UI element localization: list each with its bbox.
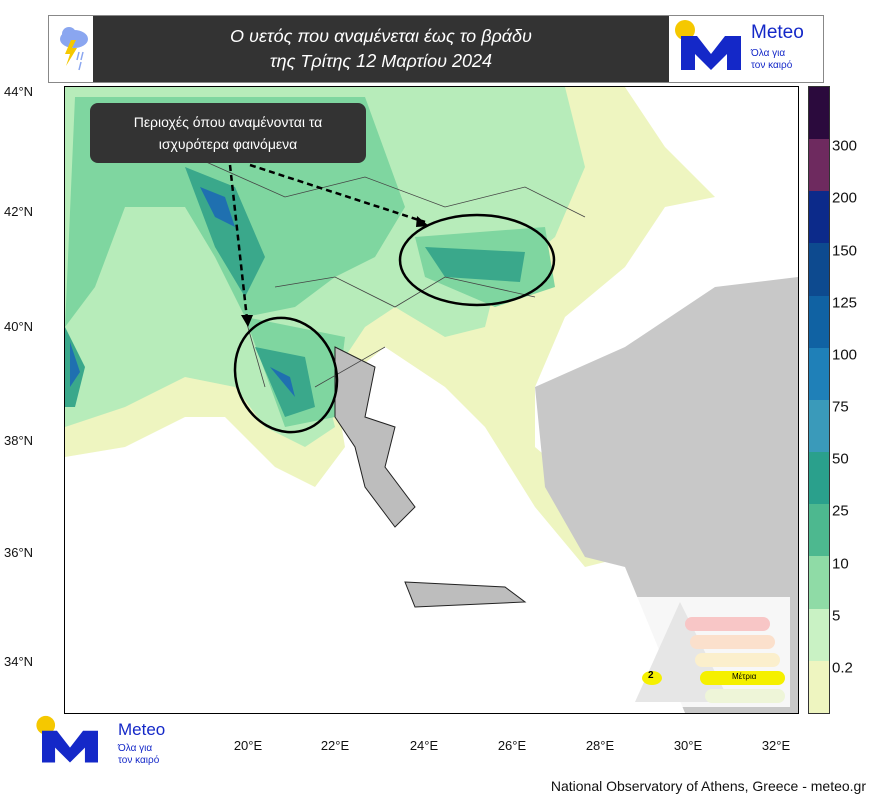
header: Ο υετός που αναμένεται έως το βράδυ της … <box>48 15 824 83</box>
lon-label: 30°E <box>673 738 703 753</box>
colorbar-tick-label: 100 <box>832 346 858 364</box>
colorbar-tick-label: 50 <box>832 450 849 468</box>
logo-name: Meteo <box>118 720 166 739</box>
title-banner: Ο υετός που αναμένεται έως το βράδυ της … <box>93 16 669 82</box>
lat-label: 44°N <box>4 84 34 99</box>
colorbar-segment <box>809 608 829 661</box>
lat-label: 34°N <box>4 654 34 669</box>
colorbar-tick-label: 75 <box>832 398 849 416</box>
colorbar-segment <box>809 660 829 713</box>
active-severity-level: 2 <box>648 670 654 681</box>
callout-arrows <box>228 163 426 320</box>
colorbar-tick-label: 5 <box>832 607 841 625</box>
colorbar-segment <box>809 191 829 244</box>
lon-label: 28°E <box>585 738 615 753</box>
colorbar-segment <box>809 295 829 348</box>
highlight-ellipse-thrace <box>398 213 556 307</box>
title-line-2: της Τρίτης 12 Μαρτίου 2024 <box>269 51 493 71</box>
land-rain-25 <box>65 97 555 427</box>
logo-tagline-2: τον καιρό <box>751 60 793 71</box>
colorbar <box>808 86 830 714</box>
lat-label: 38°N <box>4 433 34 448</box>
lon-label: 22°E <box>320 738 350 753</box>
active-severity-label: Μέτρια <box>732 672 757 681</box>
colorbar-tick-label: 200 <box>832 189 858 207</box>
colorbar-segment <box>809 347 829 400</box>
meteo-logo-mark <box>36 715 98 763</box>
highlight-ellipse-epirus <box>233 316 339 434</box>
meteo-logo-bottom: Meteo Όλα για τον καιρό <box>30 714 180 774</box>
meteo-logo-mark <box>675 20 741 70</box>
colorbar-segment <box>809 452 829 505</box>
title-line-1: Ο υετός που αναμένεται έως το βράδυ <box>230 26 532 46</box>
colorbar-segment <box>809 139 829 192</box>
colorbar-segment <box>809 556 829 609</box>
severity-legend: 2 Μέτρια <box>630 597 790 707</box>
colorbar-tick-label: 125 <box>832 294 858 312</box>
lat-label: 40°N <box>4 319 34 334</box>
colorbar-tick-label: 150 <box>832 242 858 259</box>
callout-line-1: Περιοχές όπου αναμένονται τα <box>133 114 323 130</box>
lon-label: 32°E <box>761 738 791 753</box>
arrow-head-2 <box>416 216 429 227</box>
map-area: 2 Μέτρια <box>64 86 799 714</box>
severity-pyramid-icon <box>635 602 785 703</box>
lat-label: 42°N <box>4 204 34 219</box>
colorbar-segment <box>809 243 829 296</box>
greece-no-data <box>334 346 527 608</box>
colorbar-tick-label: 25 <box>832 502 849 520</box>
lon-label: 26°E <box>497 738 527 753</box>
logo-tagline-2: τον καιρό <box>118 755 160 766</box>
arrow-head-1 <box>241 315 253 327</box>
callout-line-2: ισχυρότερα φαινόμενα <box>158 136 298 152</box>
colorbar-tick-label: 300 <box>832 137 858 155</box>
lon-label: 24°E <box>409 738 439 753</box>
credit-text: National Observatory of Athens, Greece -… <box>550 778 866 794</box>
meteo-logo-top: Meteo Όλα για τον καιρό <box>671 16 821 82</box>
colorbar-segment <box>809 399 829 453</box>
colorbar-segment <box>809 87 829 140</box>
logo-name: Meteo <box>751 22 804 43</box>
colorbar-tick-label: 0.2 <box>832 659 853 677</box>
callout-box: Περιοχές όπου αναμένονται τα ισχυρότερα … <box>90 103 366 163</box>
logo-tagline-1: Όλα για <box>118 743 153 754</box>
storm-cloud-icon <box>60 27 88 71</box>
borders <box>194 156 586 388</box>
lon-label: 20°E <box>233 738 263 753</box>
logo-tagline-1: Όλα για <box>751 48 786 59</box>
land-rain-50 <box>65 167 525 417</box>
lat-label: 36°N <box>4 545 34 560</box>
colorbar-tick-label: 10 <box>832 555 849 572</box>
colorbar-segment <box>809 504 829 557</box>
